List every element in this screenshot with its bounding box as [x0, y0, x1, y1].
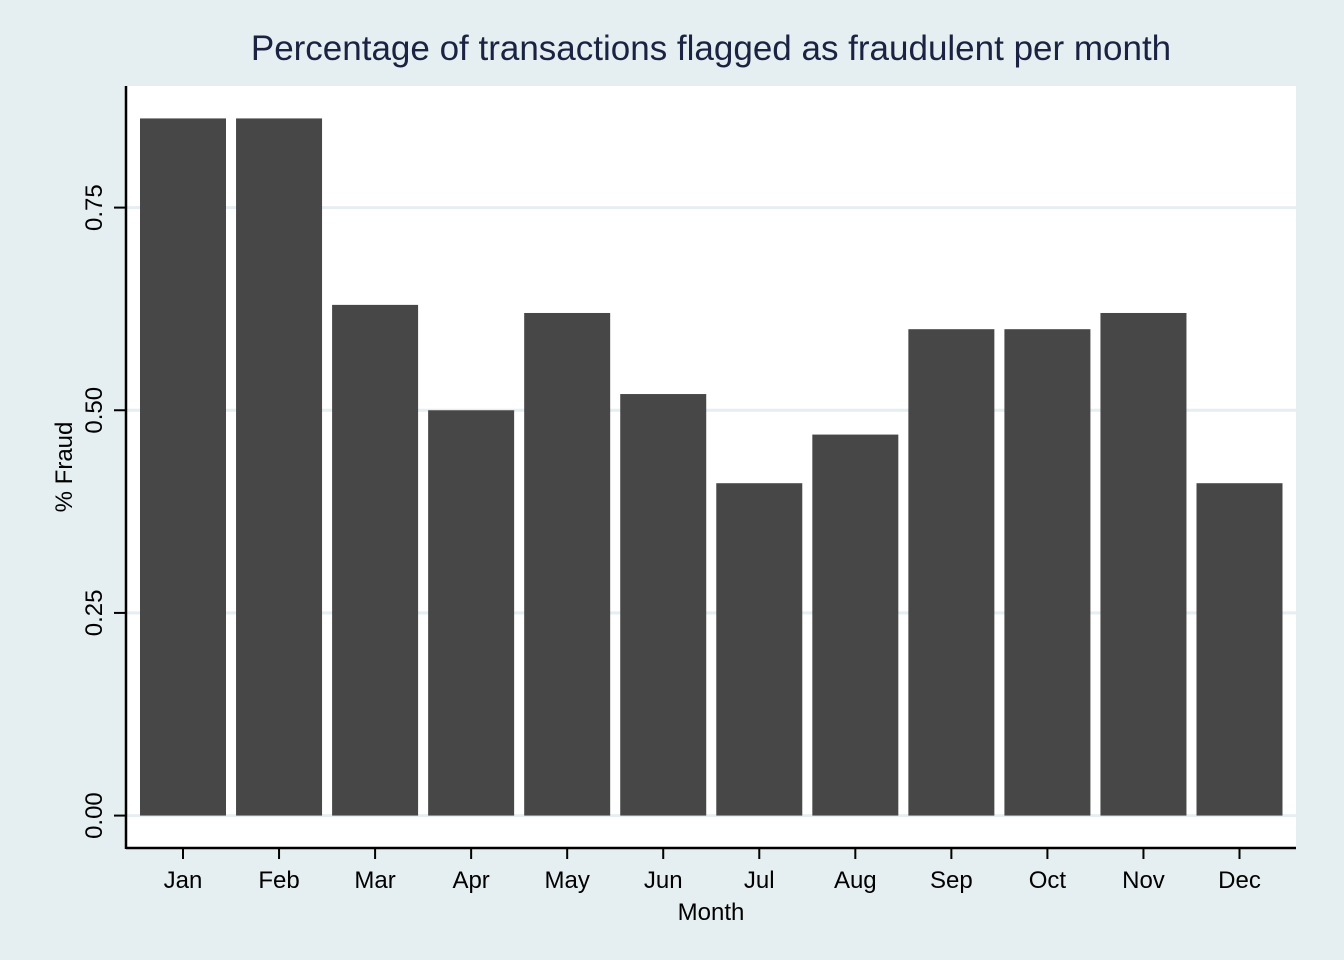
- y-tick-label: 0.75: [81, 184, 108, 231]
- bar-jun: [620, 394, 707, 816]
- bar-oct: [1004, 329, 1091, 816]
- y-tick-label: 0.00: [81, 792, 108, 839]
- bar-sep: [908, 329, 995, 816]
- axes: [124, 86, 1296, 850]
- x-tick-label: Apr: [452, 867, 489, 894]
- x-tick-label: Oct: [1029, 867, 1067, 894]
- x-axis-ticks: Jan Feb Mar Apr May Jun Jul Aug Sep Oct Nov Dec: [164, 848, 1261, 894]
- bar-jan: [140, 118, 226, 816]
- bar-aug: [812, 434, 899, 816]
- y-tick-label: 0.25: [81, 590, 108, 637]
- x-tick-label: Nov: [1122, 867, 1165, 894]
- x-tick-label: Jul: [744, 867, 775, 894]
- bars: [140, 118, 1283, 816]
- bar-apr: [428, 410, 515, 816]
- bar-mar: [332, 304, 419, 816]
- x-tick-label: Jan: [164, 867, 203, 894]
- bar-nov: [1100, 312, 1187, 816]
- x-tick-label: Feb: [258, 867, 299, 894]
- bar-jul: [716, 483, 803, 816]
- bar-feb: [236, 118, 323, 816]
- x-tick-label: Dec: [1218, 867, 1261, 894]
- bar-may: [524, 312, 611, 816]
- x-tick-label: Jun: [644, 867, 683, 894]
- chart-title: Percentage of transactions flagged as fr…: [251, 29, 1171, 68]
- y-tick-label: 0.50: [81, 387, 108, 434]
- y-axis-ticks: 0.00 0.25 0.50 0.75: [81, 184, 126, 839]
- bar-dec: [1196, 483, 1283, 816]
- x-tick-label: May: [545, 867, 590, 894]
- y-axis-label: % Fraud: [51, 422, 78, 513]
- x-axis-label: Month: [678, 899, 745, 926]
- x-tick-label: Sep: [930, 867, 973, 894]
- x-tick-label: Mar: [354, 867, 395, 894]
- x-tick-label: Aug: [834, 867, 877, 894]
